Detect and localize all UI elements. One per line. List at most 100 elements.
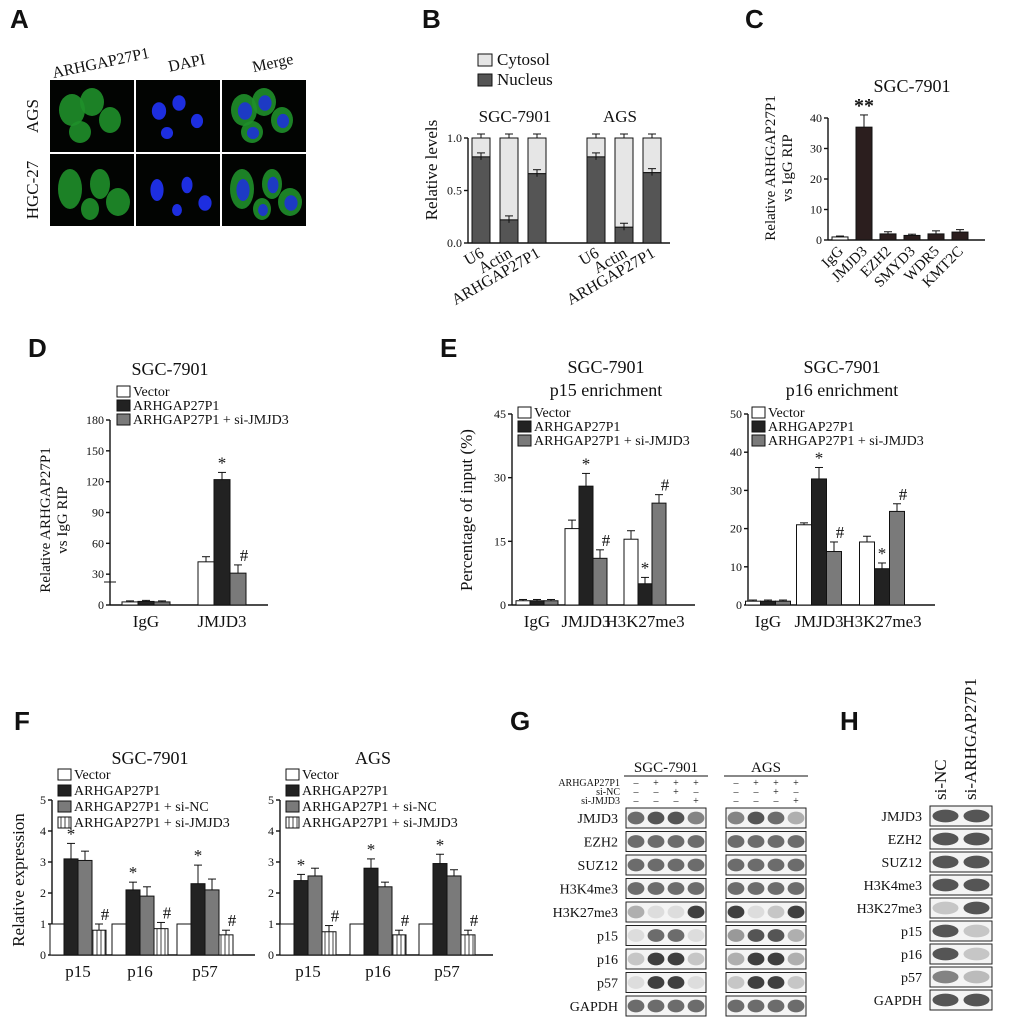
legend-label: ARHGAP27P1 bbox=[74, 784, 160, 799]
bar-nucleus bbox=[471, 156, 491, 244]
legend-label-cytosol: Cytosol bbox=[497, 50, 550, 69]
significance-mark: ** bbox=[854, 95, 874, 117]
micrograph-tile bbox=[136, 80, 220, 152]
panel-b-ytick-label: 0.5 bbox=[447, 184, 462, 198]
blot-band bbox=[667, 835, 685, 848]
x-category-label: IgG bbox=[524, 612, 550, 631]
bar bbox=[775, 600, 791, 606]
blot-band bbox=[787, 999, 805, 1013]
bar bbox=[153, 601, 171, 606]
panel-g-western-blot: SGC-7901– + + +– – + –– – – +AGS– + + +– – + –– – – +ARHGA… bbox=[553, 760, 808, 1017]
panel-c-ytick-label: 20 bbox=[810, 172, 822, 186]
blot-row-label: H3K4me3 bbox=[864, 879, 922, 894]
column-label: si-ARHGAP27P1 bbox=[961, 678, 980, 800]
cell-nucleus bbox=[267, 176, 279, 194]
blot-band bbox=[727, 976, 745, 989]
cell-nucleus bbox=[150, 179, 164, 201]
blot-band bbox=[747, 905, 765, 919]
row-label: HGC-27 bbox=[23, 160, 42, 219]
bar bbox=[307, 875, 323, 956]
significance-mark: * bbox=[367, 840, 376, 859]
panel-c-ylabel-line: vs IgG RIP bbox=[780, 134, 796, 202]
cell-cytoplasm bbox=[106, 188, 130, 216]
cell-nucleus bbox=[172, 203, 182, 217]
condition-sign: – bbox=[653, 796, 660, 807]
bar bbox=[121, 601, 139, 606]
bar-nucleus bbox=[586, 156, 606, 244]
x-category-label: p57 bbox=[192, 962, 218, 981]
blot-band bbox=[687, 976, 705, 989]
condition-sign: – bbox=[753, 796, 760, 807]
bar bbox=[349, 923, 365, 956]
condition-sign: – bbox=[653, 787, 660, 798]
condition-sign: + bbox=[693, 796, 699, 807]
panel-d-title: SGC-7901 bbox=[131, 359, 208, 379]
legend-swatch bbox=[751, 406, 766, 419]
blot-band bbox=[747, 929, 765, 942]
bar bbox=[363, 867, 379, 956]
blot-band bbox=[787, 811, 805, 825]
blot-group-label: AGS bbox=[751, 760, 781, 776]
blot-row-label: GAPDH bbox=[874, 994, 922, 1009]
panel-f-1-ytick-label: 5 bbox=[268, 793, 274, 807]
blot-strip bbox=[625, 901, 707, 923]
blot-band bbox=[932, 855, 959, 869]
blot-group-label: SGC-7901 bbox=[634, 760, 698, 776]
cell-cytoplasm bbox=[90, 169, 110, 199]
panel-d-ytick-label: 180 bbox=[86, 413, 104, 427]
bar bbox=[418, 923, 434, 956]
channel-label: DAPI bbox=[167, 51, 207, 75]
significance-mark: # bbox=[331, 907, 340, 926]
blot-band bbox=[932, 947, 959, 961]
bar bbox=[578, 485, 594, 606]
bar-cytosol bbox=[614, 137, 634, 228]
blot-row-label: SUZ12 bbox=[882, 856, 922, 871]
cell-nucleus bbox=[258, 203, 268, 217]
legend-swatch bbox=[285, 784, 300, 797]
condition-sign: + bbox=[673, 787, 679, 798]
x-category-label: H3K27me3 bbox=[842, 612, 921, 631]
blot-band bbox=[727, 811, 745, 825]
panel-e-subtitle: p15 enrichment bbox=[550, 380, 662, 400]
significance-mark: * bbox=[218, 453, 227, 472]
blot-band bbox=[647, 929, 665, 942]
blot-row-label: p16 bbox=[597, 953, 618, 968]
legend-label: ARHGAP27P1 + si-JMJD3 bbox=[74, 816, 230, 831]
blot-band bbox=[767, 952, 785, 966]
panel-e-title: SGC-7901 bbox=[803, 357, 880, 377]
legend-swatch bbox=[285, 768, 300, 781]
blot-band bbox=[627, 905, 645, 919]
blot-row-label: p15 bbox=[901, 925, 922, 940]
blot-band bbox=[627, 835, 645, 848]
bar bbox=[623, 538, 639, 606]
blot-band bbox=[647, 882, 665, 895]
blot-band bbox=[963, 901, 990, 915]
bar bbox=[190, 883, 206, 956]
panel-e-0-ytick-label: 15 bbox=[494, 534, 506, 548]
blot-band bbox=[627, 929, 645, 942]
cell-cytoplasm bbox=[58, 169, 82, 209]
bar bbox=[651, 502, 667, 606]
panel-e-0-ytick-label: 30 bbox=[494, 471, 506, 485]
blot-band bbox=[787, 929, 805, 942]
condition-label: ARHGAP27P1 bbox=[558, 778, 620, 789]
panel-f-1-ytick-label: 4 bbox=[268, 824, 274, 838]
legend-label: ARHGAP27P1 + si-NC bbox=[74, 800, 209, 815]
bar bbox=[218, 934, 234, 956]
blot-row-label: JMJD3 bbox=[882, 810, 922, 825]
bar bbox=[204, 889, 220, 956]
blot-strip bbox=[625, 807, 707, 829]
bar bbox=[213, 479, 231, 606]
bar bbox=[874, 568, 890, 606]
panel-f-0-ytick-label: 2 bbox=[40, 886, 46, 900]
panel-b-ytick-label: 1.0 bbox=[447, 131, 462, 145]
channel-label: ARHGAP27P1 bbox=[51, 45, 151, 82]
bar bbox=[63, 858, 79, 956]
panel-c-ytick-label: 40 bbox=[810, 111, 822, 125]
cell-nucleus bbox=[236, 179, 250, 201]
condition-sign: – bbox=[733, 778, 740, 789]
legend-swatch bbox=[116, 413, 131, 426]
cell-nucleus bbox=[237, 102, 253, 120]
panel-e-0-ytick-label: 0 bbox=[500, 598, 506, 612]
bar bbox=[49, 923, 65, 956]
